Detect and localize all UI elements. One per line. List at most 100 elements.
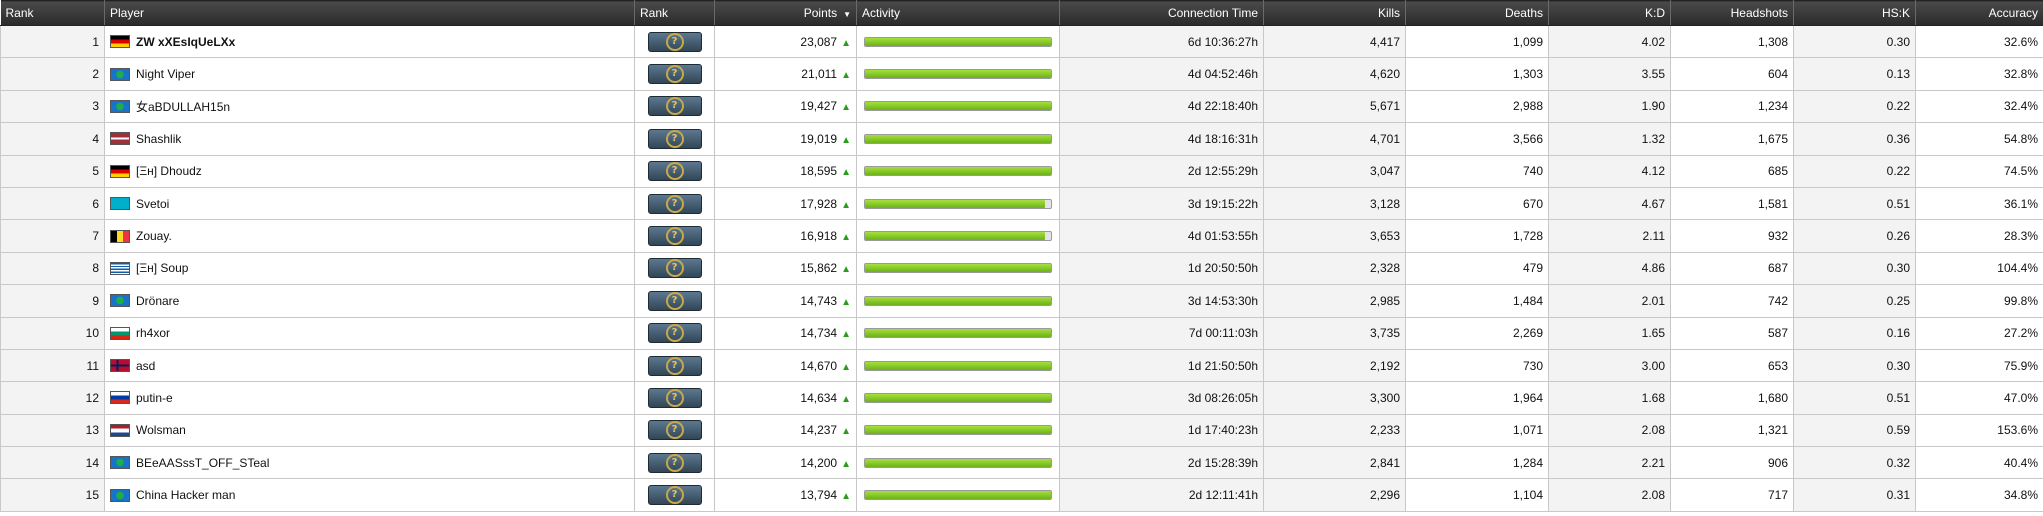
- cell-player[interactable]: Svetoi: [104, 186, 635, 221]
- player-name-link[interactable]: BEeAASssT_OFF_STeal: [136, 455, 270, 470]
- table-row[interactable]: 11 asd? 14,670 ▲ 1d 21:50:50h 2,192 730 3.00 653…: [0, 348, 2043, 383]
- player-name-link[interactable]: Zouay.: [136, 229, 172, 244]
- cell-kd: 1.90: [1548, 89, 1671, 124]
- arrow-up-icon: ▲: [841, 232, 851, 244]
- cell-player[interactable]: Night Viper: [104, 57, 635, 91]
- cell-player[interactable]: BEeAASssT_OFF_STeal: [104, 446, 635, 480]
- cell-activity: [856, 154, 1060, 188]
- cell-player[interactable]: [Ξн] Soup: [104, 251, 635, 286]
- cell-skill-rank: ?: [634, 24, 715, 59]
- cell-headshots: 1,308: [1670, 24, 1794, 59]
- table-row[interactable]: 5 [Ξн] Dhoudz? 18,595 ▲ 2d 12:55:29h 3,047 740…: [0, 154, 2043, 188]
- column-header-rank[interactable]: Rank: [0, 0, 105, 26]
- cell-connection-time: 3d 14:53:30h: [1059, 284, 1264, 318]
- cell-player[interactable]: [Ξн] Dhoudz: [104, 154, 635, 188]
- points-value: 14,200: [800, 455, 838, 470]
- table-row[interactable]: 13 Wolsman? 14,237 ▲ 1d 17:40:23h 2,233 1,071 2…: [0, 413, 2043, 448]
- cell-skill-rank: ?: [634, 381, 715, 415]
- arrow-up-icon: ▲: [841, 37, 851, 49]
- cell-hsk: 0.13: [1793, 57, 1916, 91]
- player-name-link[interactable]: rh4xor: [136, 326, 171, 341]
- column-header-activity[interactable]: Activity: [856, 0, 1060, 26]
- activity-bar-fill: [865, 134, 1051, 143]
- cell-accuracy: 75.9%: [1915, 348, 2043, 383]
- cell-kills: 2,233: [1263, 413, 1406, 448]
- arrow-up-icon: ▲: [841, 426, 851, 438]
- cell-hsk: 0.16: [1793, 316, 1916, 350]
- cell-headshots: 717: [1670, 478, 1794, 512]
- table-row[interactable]: 6 Svetoi? 17,928 ▲ 3d 19:15:22h 3,128 670 4.67 1…: [0, 186, 2043, 221]
- table-row[interactable]: 9 Drönare? 14,743 ▲ 3d 14:53:30h 2,985 1,484 2.…: [0, 284, 2043, 318]
- cell-kd: 1.65: [1548, 316, 1671, 350]
- player-name-link[interactable]: putin-e: [136, 390, 173, 405]
- cell-kills: 5,671: [1263, 89, 1406, 124]
- activity-bar-fill: [865, 329, 1051, 338]
- player-name-link[interactable]: Wolsman: [136, 423, 186, 438]
- cell-player[interactable]: rh4xor: [104, 316, 635, 350]
- points-value: 14,743: [800, 293, 838, 308]
- cell-player[interactable]: Zouay.: [104, 219, 635, 253]
- table-row[interactable]: 3 女aBDULLAH15n? 19,427 ▲ 4d 22:18:40h 5,671 2,…: [0, 89, 2043, 124]
- table-row[interactable]: 12 putin-e? 14,634 ▲ 3d 08:26:05h 3,300 1,964 1…: [0, 381, 2043, 415]
- cell-headshots: 587: [1670, 316, 1794, 350]
- arrow-up-icon: ▲: [841, 264, 851, 276]
- column-header-points[interactable]: Points ▼: [714, 0, 857, 26]
- country-flag-icon: [110, 359, 130, 373]
- column-header-headshots[interactable]: Headshots: [1670, 0, 1794, 26]
- player-name-link[interactable]: ZW xXEsIqUeLXx: [136, 34, 236, 49]
- table-row[interactable]: 2 Night Viper? 21,011 ▲ 4d 04:52:46h 4,620 1,3…: [0, 57, 2043, 91]
- activity-bar-fill: [865, 458, 1051, 467]
- column-header-connection-time[interactable]: Connection Time: [1059, 0, 1264, 26]
- cell-player[interactable]: asd: [104, 348, 635, 383]
- activity-bar-fill: [865, 102, 1051, 111]
- table-row[interactable]: 1 ZW xXEsIqUeLXx? 23,087 ▲ 6d 10:36:27h 4,417…: [0, 24, 2043, 59]
- table-row[interactable]: 14 BEeAASssT_OFF_STeal? 14,200 ▲ 2d 15:28:39…: [0, 446, 2043, 480]
- cell-player[interactable]: China Hacker man: [104, 478, 635, 512]
- player-name-link[interactable]: Night Viper: [136, 67, 196, 82]
- cell-rank: 14: [0, 446, 105, 480]
- player-name-link[interactable]: Shashlik: [136, 131, 182, 146]
- cell-player[interactable]: 女aBDULLAH15n: [104, 89, 635, 124]
- cell-accuracy: 153.6%: [1915, 413, 2043, 448]
- arrow-up-icon: ▲: [841, 458, 851, 470]
- cell-player[interactable]: ZW xXEsIqUeLXx: [104, 24, 635, 59]
- skill-rank-badge-icon: ?: [647, 452, 702, 473]
- column-header-hsk[interactable]: HS:K: [1793, 0, 1916, 26]
- cell-player[interactable]: Shashlik: [104, 122, 635, 156]
- cell-headshots: 1,234: [1670, 89, 1794, 124]
- skill-rank-badge-icon: ?: [647, 323, 702, 344]
- column-header-kills[interactable]: Kills: [1263, 0, 1406, 26]
- cell-player[interactable]: Drönare: [104, 284, 635, 318]
- column-header-accuracy[interactable]: Accuracy: [1915, 0, 2043, 26]
- column-header-skill-rank[interactable]: Rank: [634, 0, 715, 26]
- player-name-link[interactable]: Drönare: [136, 293, 180, 308]
- cell-accuracy: 32.8%: [1915, 57, 2043, 91]
- table-body: 1 ZW xXEsIqUeLXx? 23,087 ▲ 6d 10:36:27h 4,417…: [0, 24, 2043, 512]
- column-header-deaths[interactable]: Deaths: [1405, 0, 1549, 26]
- cell-points: 18,595 ▲: [714, 154, 857, 188]
- table-row[interactable]: 15 China Hacker man? 13,794 ▲ 2d 12:11:41h 2,…: [0, 478, 2043, 512]
- cell-player[interactable]: putin-e: [104, 381, 635, 415]
- table-row[interactable]: 10 rh4xor? 14,734 ▲ 7d 00:11:03h 3,735 2,269 1.…: [0, 316, 2043, 350]
- player-name-link[interactable]: asd: [136, 358, 156, 373]
- player-name-link[interactable]: [Ξн] Dhoudz: [136, 164, 202, 179]
- column-header-player[interactable]: Player: [104, 0, 635, 26]
- column-header-kd[interactable]: K:D: [1548, 0, 1671, 26]
- player-name-link[interactable]: 女aBDULLAH15n: [136, 99, 231, 114]
- activity-bar-fill: [865, 296, 1051, 305]
- activity-bar: [864, 231, 1052, 242]
- cell-skill-rank: ?: [634, 284, 715, 318]
- table-row[interactable]: 7 Zouay.? 16,918 ▲ 4d 01:53:55h 3,653 1,728 2.1…: [0, 219, 2043, 253]
- cell-headshots: 742: [1670, 284, 1794, 318]
- player-name-link[interactable]: Svetoi: [136, 196, 170, 211]
- activity-bar: [864, 490, 1052, 501]
- cell-player[interactable]: Wolsman: [104, 413, 635, 448]
- cell-activity: [856, 446, 1060, 480]
- player-name-link[interactable]: China Hacker man: [136, 488, 236, 503]
- table-row[interactable]: 4 Shashlik? 19,019 ▲ 4d 18:16:31h 4,701 3,566 1…: [0, 122, 2043, 156]
- cell-skill-rank: ?: [634, 57, 715, 91]
- table-row[interactable]: 8 [Ξн] Soup? 15,862 ▲ 1d 20:50:50h 2,328 479 4.…: [0, 251, 2043, 286]
- player-name-link[interactable]: [Ξн] Soup: [136, 261, 189, 276]
- cell-activity: [856, 122, 1060, 156]
- cell-deaths: 670: [1405, 186, 1549, 221]
